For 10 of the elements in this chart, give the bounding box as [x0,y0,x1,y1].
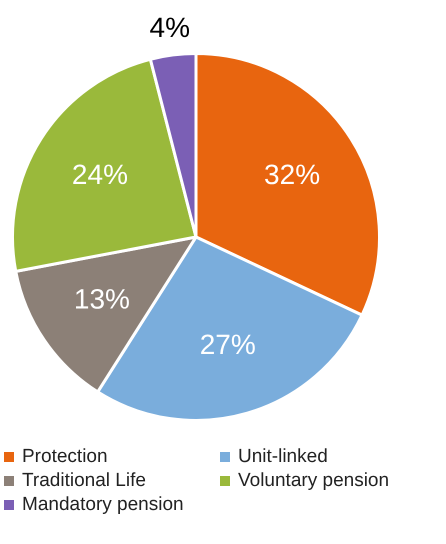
legend-label: Voluntary pension [238,470,390,492]
legend-label: Protection [22,446,108,468]
legend-label: Unit-linked [238,446,328,468]
data-label: 13% [74,284,130,315]
data-label: 32% [264,158,320,190]
legend-label: Traditional Life [22,470,146,492]
data-label: 4% [150,12,190,43]
data-label: 24% [72,158,128,190]
data-label: 27% [200,328,256,360]
legend-label: Mandatory pension [22,494,184,516]
